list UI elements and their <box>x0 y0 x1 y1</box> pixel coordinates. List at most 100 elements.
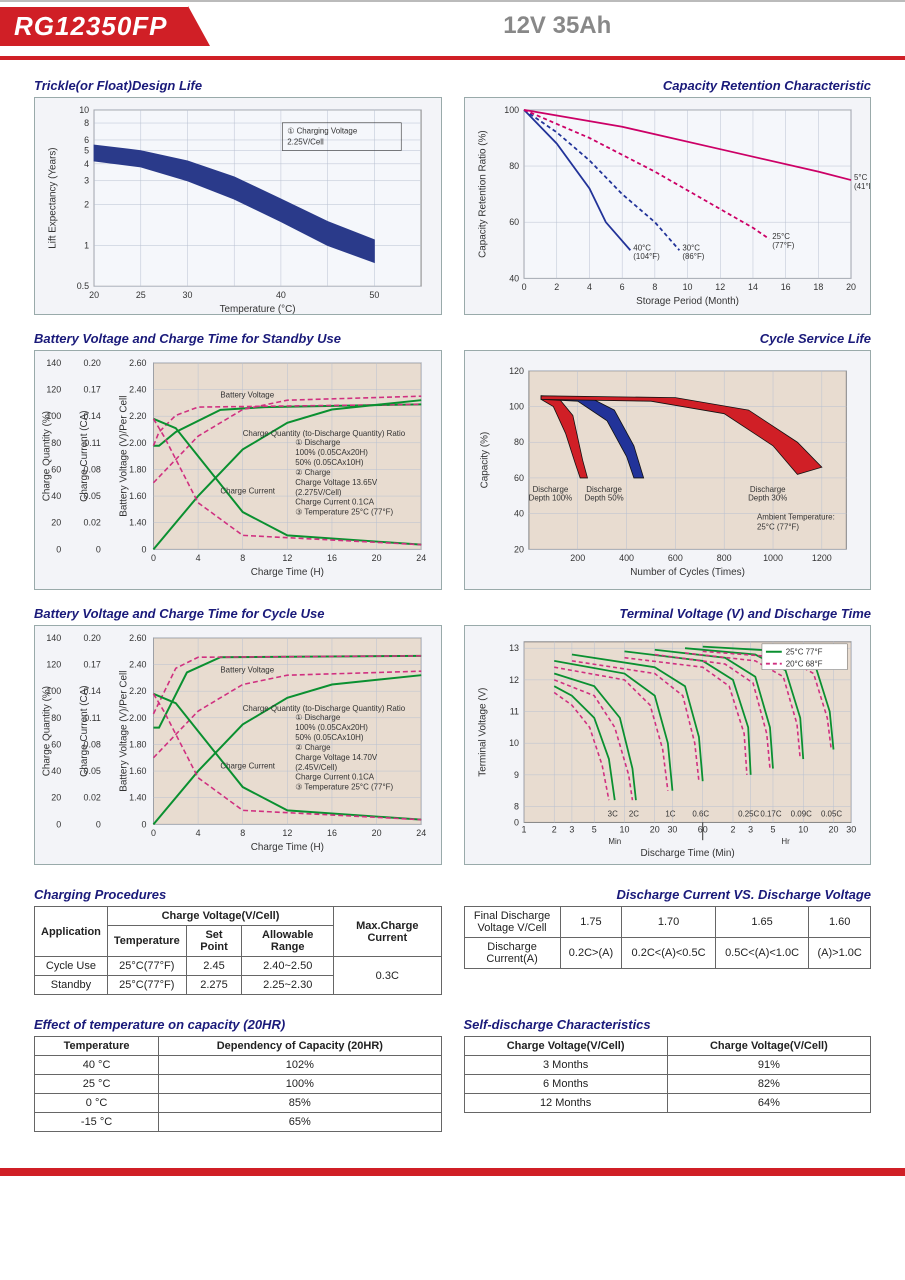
svg-text:18: 18 <box>813 282 823 292</box>
svg-text:25: 25 <box>136 290 146 300</box>
svg-text:0: 0 <box>96 544 101 554</box>
svg-text:0: 0 <box>142 819 147 829</box>
svg-text:16: 16 <box>327 553 337 563</box>
svg-text:80: 80 <box>509 161 519 171</box>
svg-text:12: 12 <box>509 675 519 685</box>
cell: 0.2C<(A)<0.5C <box>622 938 716 969</box>
th-max: Max.Charge Current <box>334 907 441 957</box>
svg-text:2.20: 2.20 <box>129 411 146 421</box>
svg-text:20: 20 <box>89 290 99 300</box>
svg-text:13: 13 <box>509 643 519 653</box>
svg-text:60: 60 <box>509 217 519 227</box>
table-row: 40 °C102% <box>35 1056 442 1075</box>
svg-text:2.40: 2.40 <box>129 660 146 670</box>
svg-text:Discharge: Discharge <box>532 485 568 494</box>
th: Charge Voltage(V/Cell) <box>667 1037 870 1056</box>
th-temp: Temperature <box>107 926 186 957</box>
svg-text:1000: 1000 <box>763 553 783 563</box>
svg-text:30°C: 30°C <box>682 243 700 252</box>
table-row: Final Discharge Voltage V/Cell 1.75 1.70… <box>464 907 871 938</box>
charging-table: Application Charge Voltage(V/Cell) Max.C… <box>34 906 442 995</box>
svg-text:Charge Current (CA): Charge Current (CA) <box>79 410 90 501</box>
cell: 0.2C>(A) <box>560 938 622 969</box>
svg-text:40: 40 <box>51 766 61 776</box>
table-row: 25 °C100% <box>35 1075 442 1094</box>
cell: 0 °C <box>35 1094 159 1113</box>
standby-title: Battery Voltage and Charge Time for Stan… <box>34 331 442 346</box>
svg-text:24: 24 <box>416 553 426 563</box>
svg-text:③ Temperature 25°C (77°F): ③ Temperature 25°C (77°F) <box>295 508 393 517</box>
svg-text:5°C: 5°C <box>854 173 868 182</box>
cell: 6 Months <box>464 1075 667 1094</box>
svg-text:Charge Time (H): Charge Time (H) <box>251 567 324 578</box>
svg-text:Discharge: Discharge <box>586 485 622 494</box>
cell: 85% <box>159 1094 441 1113</box>
svg-text:0.5: 0.5 <box>77 281 89 291</box>
svg-text:Charge Current 0.1CA: Charge Current 0.1CA <box>295 773 375 782</box>
table-row: Cycle Use 25°C(77°F) 2.45 2.40~2.50 0.3C <box>35 957 442 976</box>
cell: 40 °C <box>35 1056 159 1075</box>
cell: 2.45 <box>186 957 242 976</box>
svg-text:100% (0.05CAx20H): 100% (0.05CAx20H) <box>295 723 368 732</box>
selfdis-title: Self-discharge Characteristics <box>464 1017 872 1032</box>
svg-text:8: 8 <box>84 118 89 128</box>
svg-text:1.60: 1.60 <box>129 766 146 776</box>
cyclelife-chart: 2040608010012020040060080010001200Discha… <box>464 350 872 590</box>
svg-text:0: 0 <box>56 819 61 829</box>
svg-text:Ambient Temperature:: Ambient Temperature: <box>757 513 835 522</box>
svg-text:2.00: 2.00 <box>129 438 146 448</box>
svg-text:(2.275V/Cell): (2.275V/Cell) <box>295 488 342 497</box>
svg-text:(2.45V/Cell): (2.45V/Cell) <box>295 763 337 772</box>
cell: 2.275 <box>186 976 242 995</box>
cell: 2.25~2.30 <box>242 976 334 995</box>
svg-text:60: 60 <box>514 473 524 483</box>
table-row: -15 °C65% <box>35 1113 442 1132</box>
svg-text:2: 2 <box>554 282 559 292</box>
svg-text:16: 16 <box>327 828 337 838</box>
svg-text:50% (0.05CAx10H): 50% (0.05CAx10H) <box>295 458 364 467</box>
svg-text:3: 3 <box>569 824 574 834</box>
cell: 12 Months <box>464 1094 667 1113</box>
cell: 102% <box>159 1056 441 1075</box>
svg-text:8: 8 <box>240 553 245 563</box>
svg-text:20: 20 <box>372 828 382 838</box>
svg-text:100% (0.05CAx20H): 100% (0.05CAx20H) <box>295 448 368 457</box>
svg-text:1.40: 1.40 <box>129 518 146 528</box>
svg-text:Depth 30%: Depth 30% <box>748 494 787 503</box>
table-row: 12 Months64% <box>464 1094 871 1113</box>
svg-text:120: 120 <box>46 660 61 670</box>
svg-text:Charge Current (CA): Charge Current (CA) <box>79 685 90 776</box>
svg-text:0.02: 0.02 <box>84 793 101 803</box>
svg-text:1.80: 1.80 <box>129 464 146 474</box>
svg-text:20: 20 <box>51 518 61 528</box>
svg-text:2.25V/Cell: 2.25V/Cell <box>287 138 324 147</box>
cell: 25 °C <box>35 1075 159 1094</box>
svg-text:20: 20 <box>828 824 838 834</box>
svg-text:10: 10 <box>798 824 808 834</box>
svg-text:Charge Voltage 13.65V: Charge Voltage 13.65V <box>295 478 378 487</box>
cell: 1.70 <box>622 907 716 938</box>
cycle-chart: 0481216202402040608010012014000.020.050.… <box>34 625 442 865</box>
discharge-iv-title: Discharge Current VS. Discharge Voltage <box>464 887 872 902</box>
svg-text:120: 120 <box>46 385 61 395</box>
svg-text:0: 0 <box>142 544 147 554</box>
svg-text:16: 16 <box>780 282 790 292</box>
footer-band <box>0 1168 905 1176</box>
svg-text:5: 5 <box>591 824 596 834</box>
trickle-title: Trickle(or Float)Design Life <box>34 78 442 93</box>
tempcap-table: TemperatureDependency of Capacity (20HR)… <box>34 1036 442 1132</box>
svg-text:③ Temperature 25°C (77°F): ③ Temperature 25°C (77°F) <box>295 783 393 792</box>
svg-text:600: 600 <box>667 553 682 563</box>
svg-text:25°C (77°F): 25°C (77°F) <box>757 523 799 532</box>
svg-text:1.80: 1.80 <box>129 739 146 749</box>
svg-text:60: 60 <box>51 739 61 749</box>
svg-text:10: 10 <box>509 738 519 748</box>
svg-text:(104°F): (104°F) <box>633 252 660 261</box>
svg-text:2: 2 <box>551 824 556 834</box>
svg-text:0.20: 0.20 <box>84 633 101 643</box>
svg-text:0.20: 0.20 <box>84 358 101 368</box>
svg-text:2: 2 <box>730 824 735 834</box>
svg-text:3: 3 <box>84 176 89 186</box>
svg-text:14: 14 <box>748 282 758 292</box>
svg-text:Battery Voltage: Battery Voltage <box>220 390 274 399</box>
